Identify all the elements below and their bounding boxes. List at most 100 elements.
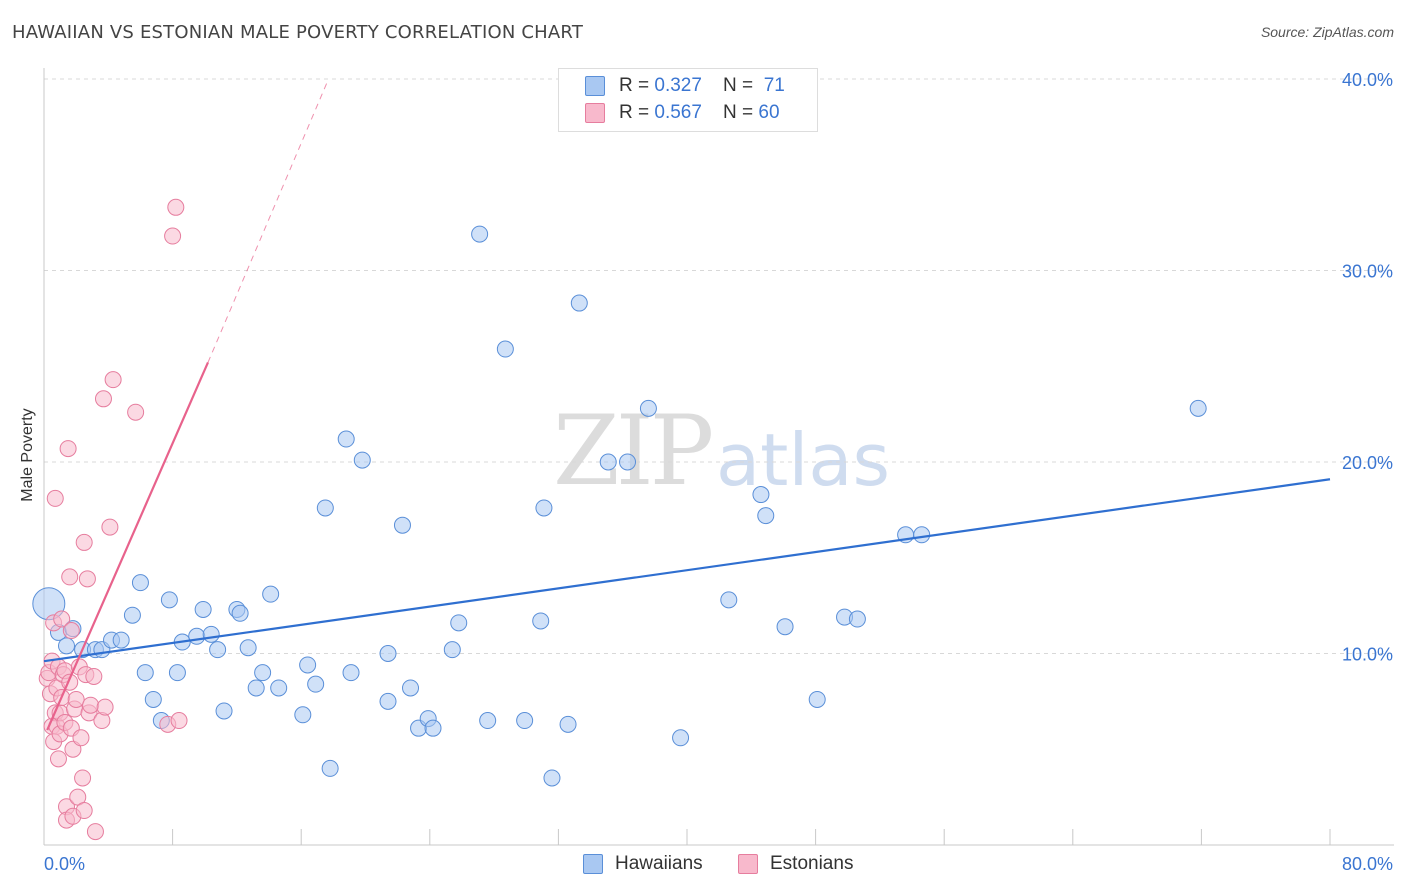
legend-label-hawaiians: Hawaiians bbox=[615, 853, 703, 874]
legend-swatch-hawaiians bbox=[585, 76, 605, 96]
estonian-point bbox=[164, 227, 182, 245]
legend-swatch-estonians bbox=[585, 103, 605, 123]
hawaiian-point bbox=[131, 574, 149, 592]
hawaiian-point bbox=[757, 507, 775, 525]
hawaiian-point bbox=[123, 606, 141, 624]
estonian-point bbox=[96, 698, 114, 716]
hawaiian-point bbox=[599, 453, 617, 471]
legend-item-estonians: Estonians bbox=[738, 850, 853, 878]
legend-r-value-estonians: 0.567 bbox=[654, 102, 702, 123]
estonian-point bbox=[101, 518, 119, 536]
estonian-point bbox=[75, 802, 93, 820]
hawaiian-point bbox=[543, 769, 561, 787]
legend-r-label: R = bbox=[619, 75, 655, 96]
hawaiian-point bbox=[294, 706, 312, 724]
trend-line-estonians-extension bbox=[207, 78, 329, 363]
hawaiian-point bbox=[379, 692, 397, 710]
hawaiian-point bbox=[424, 719, 442, 737]
estonian-point bbox=[82, 696, 100, 714]
legend-r-value-hawaiians: 0.327 bbox=[654, 75, 702, 96]
legend-swatch-estonians bbox=[738, 854, 758, 874]
hawaiian-point bbox=[570, 294, 588, 312]
hawaiian-point bbox=[168, 664, 186, 682]
hawaiian-point bbox=[215, 702, 233, 720]
x-tick-label: 80.0% bbox=[1342, 854, 1393, 874]
hawaiian-point bbox=[270, 679, 288, 697]
hawaiian-point bbox=[136, 664, 154, 682]
estonian-point bbox=[104, 371, 122, 389]
y-tick-label: 40.0% bbox=[1342, 70, 1393, 90]
estonian-point bbox=[127, 403, 145, 421]
trend-line-hawaiians bbox=[43, 478, 1331, 663]
hawaiian-point bbox=[194, 600, 212, 618]
hawaiian-point bbox=[247, 679, 265, 697]
hawaiian-point bbox=[532, 612, 550, 630]
legend-bottom: Hawaiians Estonians bbox=[0, 850, 1406, 878]
legend-n-value-estonians: 60 bbox=[758, 102, 780, 123]
hawaiian-point bbox=[209, 641, 227, 659]
estonian-point bbox=[59, 440, 77, 458]
estonian-point bbox=[74, 769, 92, 787]
hawaiian-point bbox=[496, 340, 514, 358]
hawaiian-point bbox=[639, 399, 657, 417]
source-label: Source: ZipAtlas.com bbox=[1260, 24, 1394, 40]
legend-n-value-hawaiians: 71 bbox=[763, 75, 785, 96]
estonian-point bbox=[64, 740, 82, 758]
hawaiian-point bbox=[479, 712, 497, 730]
hawaiian-point bbox=[516, 712, 534, 730]
watermark-atlas: atlas bbox=[716, 418, 890, 502]
hawaiian-point bbox=[402, 679, 420, 697]
hawaiian-point bbox=[144, 690, 162, 708]
x-tick-label: 0.0% bbox=[44, 854, 85, 874]
estonian-point bbox=[75, 533, 93, 551]
estonian-point bbox=[72, 729, 90, 747]
estonian-point bbox=[94, 390, 112, 408]
hawaiian-point bbox=[752, 486, 770, 504]
hawaiian-point bbox=[443, 641, 461, 659]
estonian-point bbox=[61, 568, 79, 586]
estonian-point bbox=[170, 712, 188, 730]
hawaiian-point bbox=[239, 639, 257, 657]
hawaiian-point bbox=[559, 715, 577, 733]
hawaiian-point bbox=[307, 675, 325, 693]
hawaiian-point bbox=[393, 516, 411, 534]
watermark-zip: ZIP bbox=[553, 395, 714, 507]
hawaiian-point bbox=[342, 664, 360, 682]
hawaiian-point bbox=[535, 499, 553, 517]
hawaiian-point bbox=[58, 637, 76, 655]
estonian-point bbox=[62, 622, 80, 640]
trend-line-estonians bbox=[46, 361, 209, 731]
legend-item-hawaiians: Hawaiians bbox=[583, 850, 703, 878]
legend-swatch-hawaiians bbox=[583, 854, 603, 874]
estonian-point bbox=[53, 610, 71, 628]
hawaiian-point bbox=[848, 610, 866, 628]
hawaiian-point bbox=[720, 591, 738, 609]
estonian-point bbox=[78, 570, 96, 588]
y-tick-label: 30.0% bbox=[1342, 262, 1393, 282]
y-tick-label: 20.0% bbox=[1342, 453, 1393, 473]
hawaiian-point bbox=[808, 690, 826, 708]
estonian-point bbox=[46, 489, 64, 507]
y-tick-label: 10.0% bbox=[1342, 645, 1393, 665]
hawaiian-point bbox=[353, 451, 371, 469]
hawaiian-point bbox=[321, 759, 339, 777]
hawaiian-point bbox=[112, 631, 130, 649]
legend-n-label: N = bbox=[723, 75, 759, 96]
estonian-point bbox=[86, 823, 104, 841]
legend-n-label: N = bbox=[723, 102, 759, 123]
estonian-point bbox=[85, 667, 103, 685]
hawaiian-point bbox=[776, 618, 794, 636]
legend-top: R = 0.327 N = 71 R = 0.567 N = 60 bbox=[558, 68, 818, 132]
estonian-point bbox=[67, 690, 85, 708]
legend-label-estonians: Estonians bbox=[770, 853, 854, 874]
hawaiian-point bbox=[913, 526, 931, 544]
hawaiian-point bbox=[471, 225, 489, 243]
estonian-point bbox=[167, 198, 185, 216]
hawaiian-point bbox=[1189, 399, 1207, 417]
hawaiian-point bbox=[160, 591, 178, 609]
legend-r-label: R = bbox=[619, 102, 655, 123]
hawaiian-point bbox=[254, 664, 272, 682]
hawaiian-point bbox=[672, 729, 690, 747]
hawaiian-point bbox=[450, 614, 468, 632]
